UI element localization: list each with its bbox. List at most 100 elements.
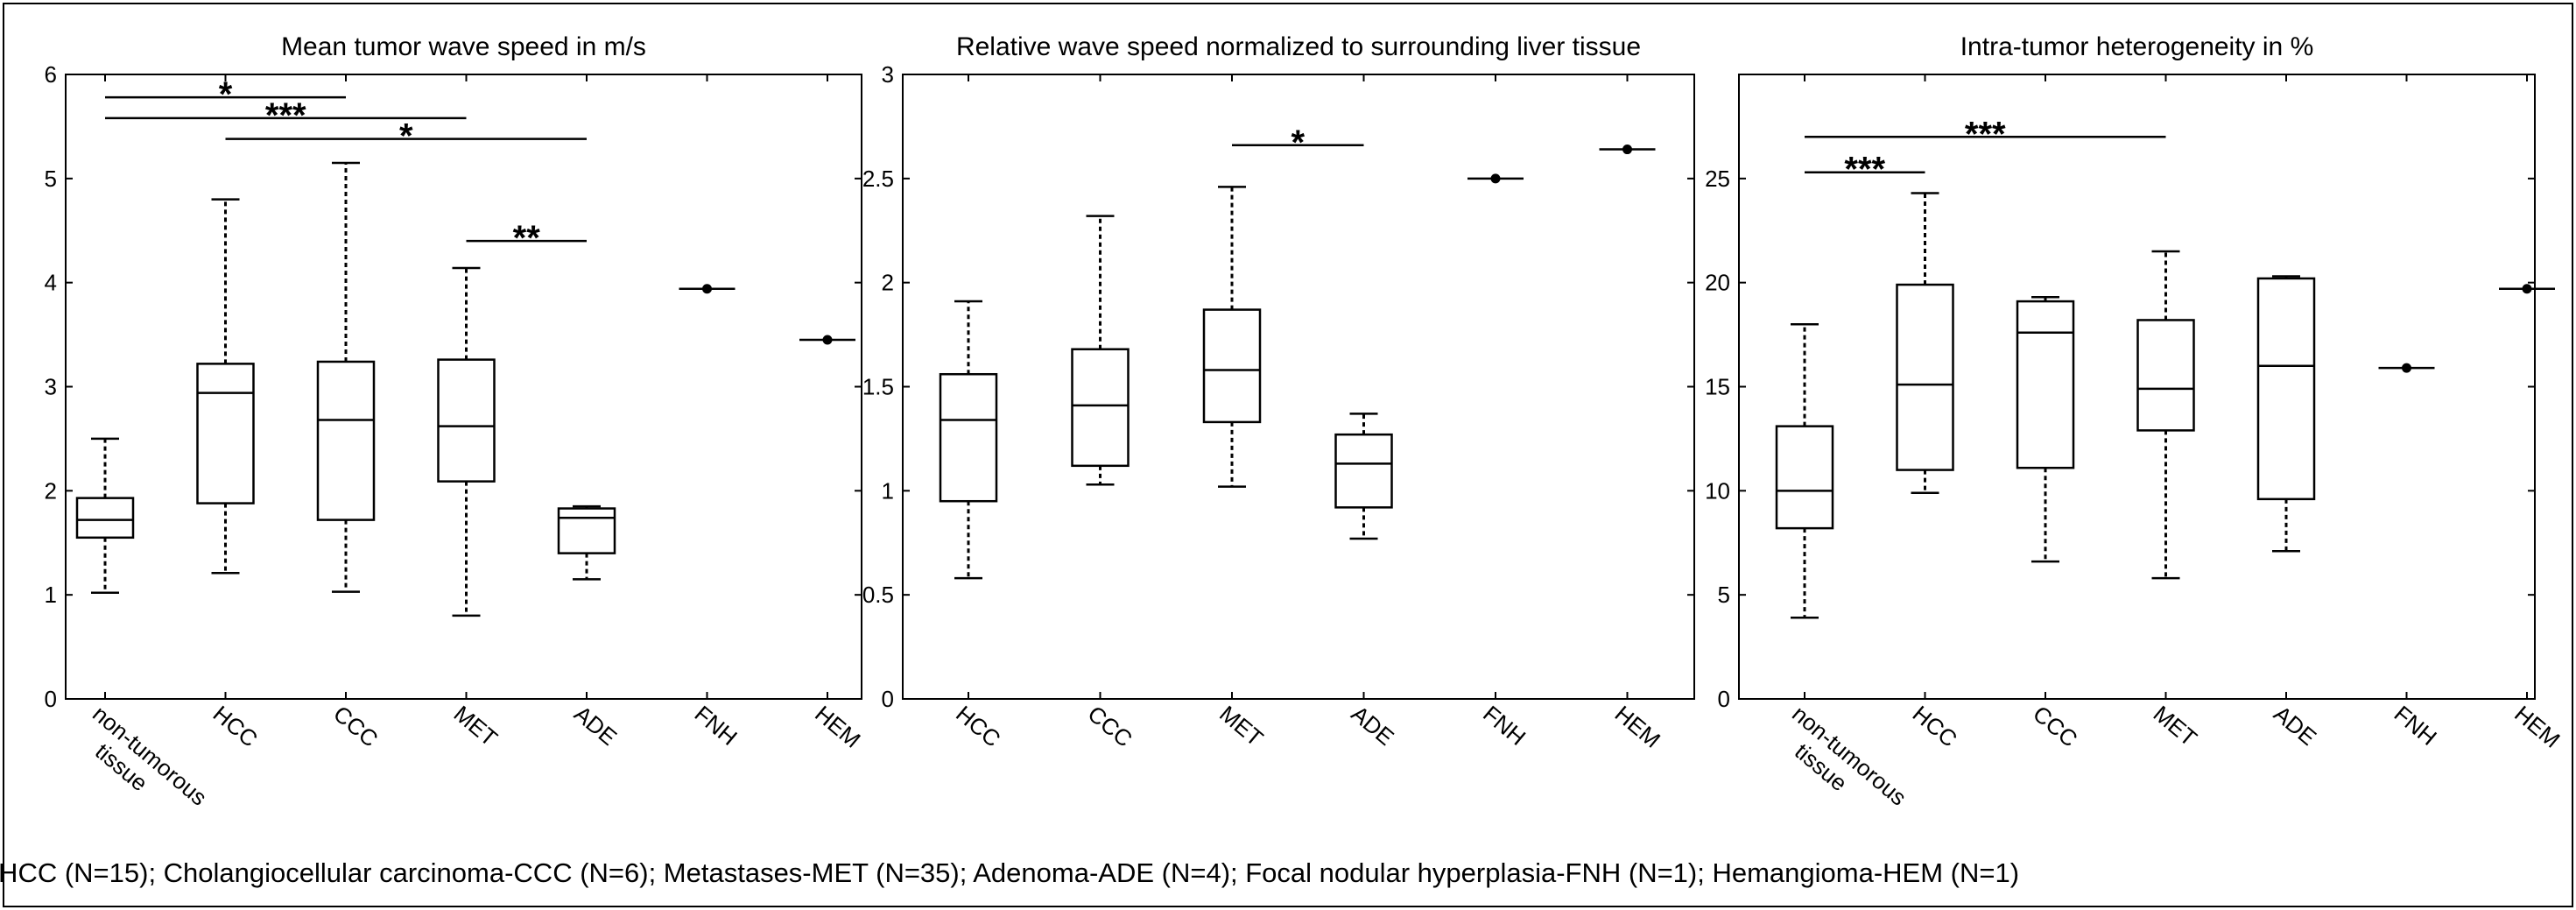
x-tick-label: non-tumoroustissue <box>70 701 212 832</box>
plot-frame <box>902 74 1695 700</box>
significance-label: *** <box>1844 151 1885 189</box>
box-ccc <box>2016 296 2075 563</box>
single-value-point <box>1490 173 1501 184</box>
iqr-box <box>939 372 998 503</box>
figure-border <box>3 3 2573 907</box>
x-tick-label: MET <box>1214 701 1268 751</box>
x-tick-label-line: ADE <box>2269 701 2321 751</box>
y-tick-label: 15 <box>1705 374 1730 400</box>
iqr-box <box>1202 308 1262 424</box>
x-tick-label: HEM <box>2509 701 2565 753</box>
box-hem <box>2499 284 2555 294</box>
box-met <box>1202 186 1262 488</box>
y-tick-label: 6 <box>45 61 57 88</box>
single-value-point <box>2522 284 2532 294</box>
y-tick-label: 25 <box>1705 166 1730 192</box>
chart-title: Intra-tumor heterogeneity in % <box>1960 32 2314 61</box>
x-tick-label-line: MET <box>1214 701 1268 751</box>
y-tick-label: 1.5 <box>862 374 894 400</box>
significance-label: ** <box>513 219 541 257</box>
y-tick-label: 3 <box>45 374 57 400</box>
y-tick-label: 0 <box>1718 686 1730 712</box>
significance-label: * <box>1291 123 1305 162</box>
x-tick-label-line: MET <box>449 701 503 751</box>
significance-label: * <box>399 117 413 156</box>
x-tick-label: HCC <box>951 701 1005 752</box>
y-tick-label: 1 <box>882 477 894 504</box>
iqr-box <box>1334 433 1393 509</box>
x-tick-label: MET <box>2149 701 2202 751</box>
y-tick-label: 0 <box>882 686 894 712</box>
iqr-box <box>437 358 496 483</box>
x-tick-label-line: CCC <box>1083 701 1137 752</box>
iqr-box <box>2136 319 2195 432</box>
chart-panel-2: Relative wave speed normalized to surrou… <box>862 32 1695 753</box>
box-ade <box>557 504 616 581</box>
box-met <box>2136 250 2195 580</box>
y-tick-label: 5 <box>45 166 57 192</box>
iqr-box <box>2016 300 2075 469</box>
chart-title: Relative wave speed normalized to surrou… <box>956 32 1641 61</box>
x-tick-label-line: HCC <box>1908 701 1962 752</box>
x-tick-label-line: ADE <box>569 701 622 751</box>
significance-label: *** <box>265 96 306 135</box>
y-tick-label: 2 <box>882 270 894 296</box>
single-value-point <box>822 335 833 345</box>
box-hcc <box>196 198 255 575</box>
x-tick-label: HCC <box>208 701 263 752</box>
box-ccc <box>316 161 376 593</box>
x-tick-label: FNH <box>1478 701 1531 751</box>
x-tick-label: CCC <box>328 701 383 752</box>
legend-caption: Hepatocellular carcinoma-HCC (N=15); Cho… <box>0 857 2019 888</box>
iqr-box <box>196 363 255 504</box>
single-value-point <box>1622 145 1632 155</box>
x-tick-label-line: HCC <box>208 701 263 752</box>
box-fnh <box>2378 363 2435 373</box>
x-tick-label: ADE <box>569 701 622 751</box>
single-value-point <box>2402 363 2411 373</box>
x-tick-label-line: CCC <box>2028 701 2082 752</box>
box-fnh <box>679 284 735 294</box>
iqr-box <box>1071 348 1130 468</box>
x-tick-label-line: FNH <box>1478 701 1531 751</box>
x-tick-label-line: HEM <box>2509 701 2565 753</box>
box-ccc <box>1071 215 1130 486</box>
significance-label: *** <box>1965 115 2006 153</box>
iqr-box <box>316 360 376 521</box>
x-tick-label: CCC <box>2028 701 2082 752</box>
chart-panel-1: Mean tumor wave speed in m/s 0 1 2 3 4 5 6 non-t… <box>45 32 866 832</box>
box-fnh <box>1467 173 1524 184</box>
x-tick-label-line: HEM <box>1610 701 1666 753</box>
iqr-box <box>557 507 616 554</box>
box-non-tumorous-tissue <box>75 437 135 595</box>
iqr-box <box>1896 283 1954 471</box>
x-tick-label: HEM <box>1610 701 1666 753</box>
y-tick-label: 3 <box>882 61 894 88</box>
y-tick-label: 20 <box>1705 270 1730 296</box>
box-ade <box>1334 413 1393 540</box>
iqr-box <box>75 497 135 540</box>
x-tick-label-line: MET <box>2149 701 2202 751</box>
y-tick-label: 2.5 <box>862 166 894 192</box>
y-tick-label: 0.5 <box>862 582 894 608</box>
x-tick-label-line: FNH <box>690 701 743 751</box>
box-hem <box>1599 145 1656 155</box>
box-hcc <box>939 300 998 580</box>
single-value-point <box>702 284 712 294</box>
significance-label: * <box>219 75 233 114</box>
box-hcc <box>1896 192 1954 494</box>
iqr-box <box>1775 425 1834 530</box>
box-met <box>437 266 496 617</box>
x-tick-label-line: HEM <box>810 701 866 753</box>
x-tick-label: FNH <box>2389 701 2442 751</box>
y-tick-label: 0 <box>45 686 57 712</box>
x-tick-label-line: FNH <box>2389 701 2442 751</box>
y-tick-label: 2 <box>45 477 57 504</box>
box-non-tumorous-tissue <box>1775 322 1834 619</box>
iqr-box <box>2256 277 2316 501</box>
y-tick-label: 1 <box>45 582 57 608</box>
x-tick-label: MET <box>449 701 503 751</box>
x-tick-label: ADE <box>2269 701 2321 751</box>
x-tick-label: non-tumoroustissue <box>1770 701 1911 832</box>
